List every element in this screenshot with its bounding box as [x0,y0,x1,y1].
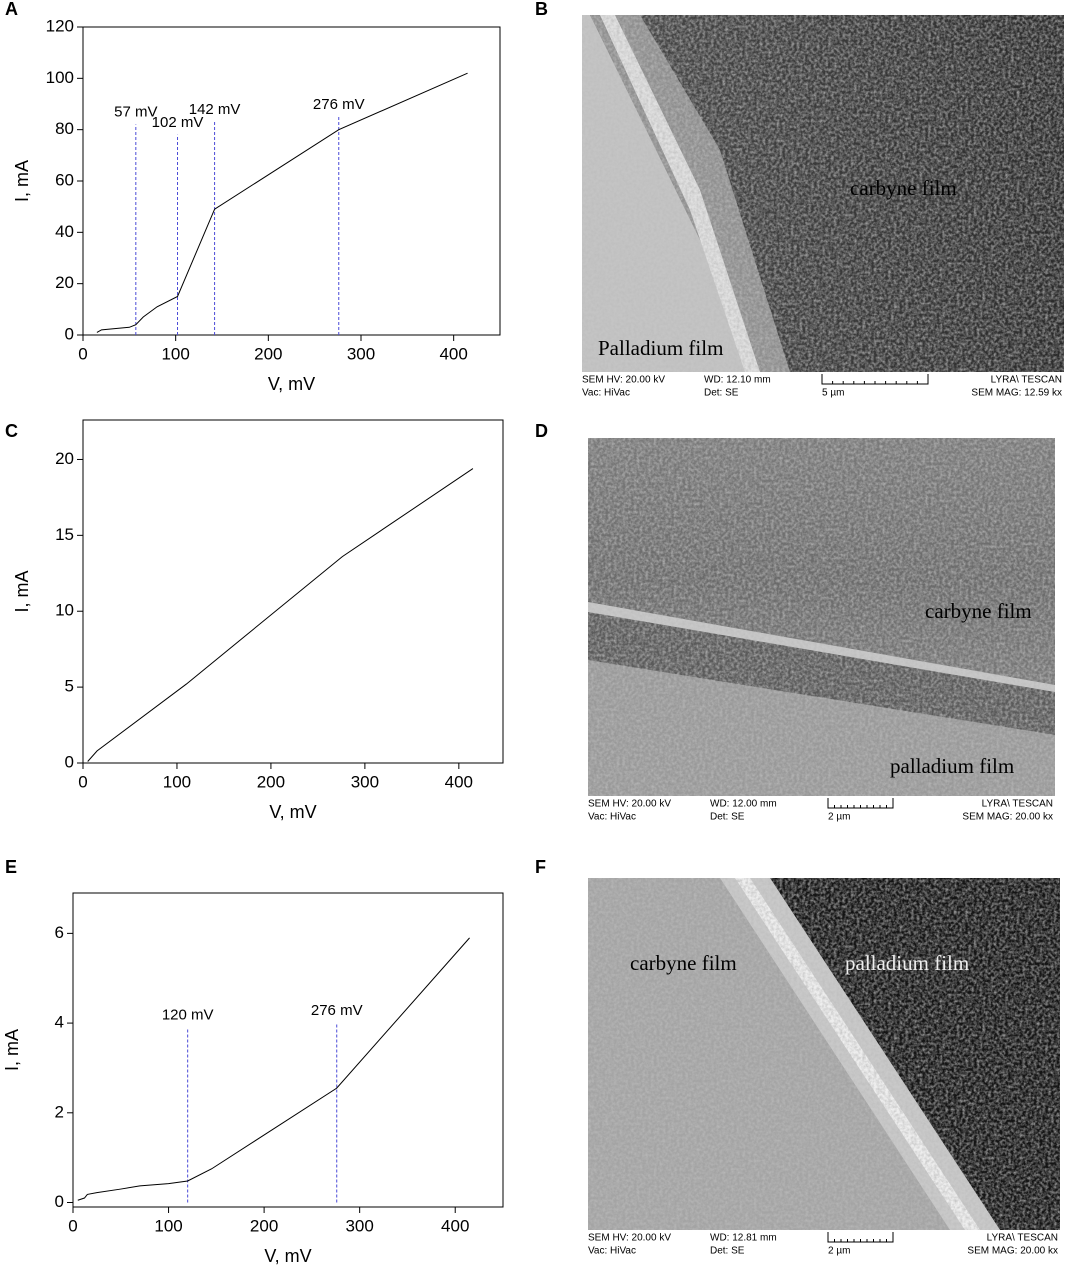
x-tick-label: 300 [345,1216,373,1235]
image-annotation: palladium film [890,754,1014,778]
image-annotation: carbyne film [850,176,957,200]
y-tick-label: 5 [65,677,74,696]
annotation-label: 120 mV [162,1007,214,1024]
x-tick-label: 0 [78,344,87,363]
image-info: WD: 12.81 mm [710,1233,777,1244]
annotation-label: 276 mV [311,1002,363,1019]
x-tick-label: 0 [78,772,87,791]
image-annotation: Palladium film [598,336,723,360]
y-tick-label: 4 [55,1013,64,1032]
data-line [87,468,474,762]
sem-image [588,438,1055,796]
x-tick-label: 400 [439,344,467,363]
x-tick-label: 300 [347,344,375,363]
image-info: 2 µm [828,1246,850,1257]
annotation-label: 57 mV [114,104,157,121]
y-tick-label: 10 [55,601,74,620]
image-info: LYRA\ TESCAN [991,375,1062,386]
image-annotation: carbyne film [630,951,737,975]
image-info: LYRA\ TESCAN [982,799,1053,810]
sem-image [582,15,1064,372]
panel-label: F [535,857,546,877]
y-tick-label: 40 [55,222,74,241]
annotation-label: 142 mV [189,101,241,118]
image-info: SEM MAG: 12.59 kx [971,388,1062,399]
x-tick-label: 0 [68,1216,77,1235]
image-info: LYRA\ TESCAN [987,1233,1058,1244]
x-tick-label: 100 [154,1216,182,1235]
x-axis-label: V, mV [264,1246,311,1266]
image-info: Det: SE [710,812,745,823]
x-tick-label: 200 [254,344,282,363]
panel-label: D [535,421,548,441]
x-axis-label: V, mV [269,802,316,822]
image-info: 2 µm [828,812,850,823]
plot-frame [82,26,501,336]
x-tick-label: 400 [445,772,473,791]
x-tick-label: 400 [441,1216,469,1235]
image-info: Vac: HiVac [588,1246,636,1257]
image-info: WD: 12.10 mm [704,375,771,386]
y-tick-label: 60 [55,170,74,189]
x-tick-label: 100 [161,344,189,363]
data-line [77,937,470,1201]
annotation-label: 276 mV [313,96,365,113]
x-tick-label: 100 [163,772,191,791]
y-tick-label: 0 [65,324,74,343]
x-axis-label: V, mV [268,374,315,394]
image-info: SEM HV: 20.00 kV [588,799,671,810]
y-tick-label: 0 [55,1192,64,1211]
y-tick-label: 15 [55,525,74,544]
y-tick-label: 20 [55,449,74,468]
sem-image [588,878,1060,1230]
y-tick-label: 100 [46,68,74,87]
panel-label: C [5,421,18,441]
y-tick-label: 2 [55,1102,64,1121]
y-tick-label: 6 [55,923,64,942]
image-info: SEM MAG: 20.00 kx [967,1246,1058,1257]
image-info: 5 µm [822,388,844,399]
image-info: WD: 12.00 mm [710,799,777,810]
image-info: Det: SE [710,1246,745,1257]
plot-frame [82,419,504,764]
panel-label: B [535,0,548,19]
x-tick-label: 200 [257,772,285,791]
image-info: Vac: HiVac [582,388,630,399]
image-info: SEM HV: 20.00 kV [588,1233,671,1244]
x-tick-label: 200 [250,1216,278,1235]
image-info: Vac: HiVac [588,812,636,823]
y-tick-label: 80 [55,119,74,138]
y-tick-label: 0 [65,752,74,771]
x-tick-label: 300 [351,772,379,791]
y-axis-label: I, mA [12,570,32,612]
y-tick-label: 120 [46,16,74,35]
image-annotation: palladium film [845,951,969,975]
image-info: SEM HV: 20.00 kV [582,375,665,386]
y-axis-label: I, mA [12,160,32,202]
y-axis-label: I, mA [2,1029,22,1071]
y-tick-label: 20 [55,273,74,292]
annotation-label: 102 mV [152,114,204,131]
image-info: Det: SE [704,388,739,399]
panel-label: E [5,857,17,877]
panel-label: A [5,0,18,19]
data-line [96,72,468,333]
plot-frame [72,892,504,1208]
image-info: SEM MAG: 20.00 kx [962,812,1053,823]
image-annotation: carbyne film [925,599,1032,623]
